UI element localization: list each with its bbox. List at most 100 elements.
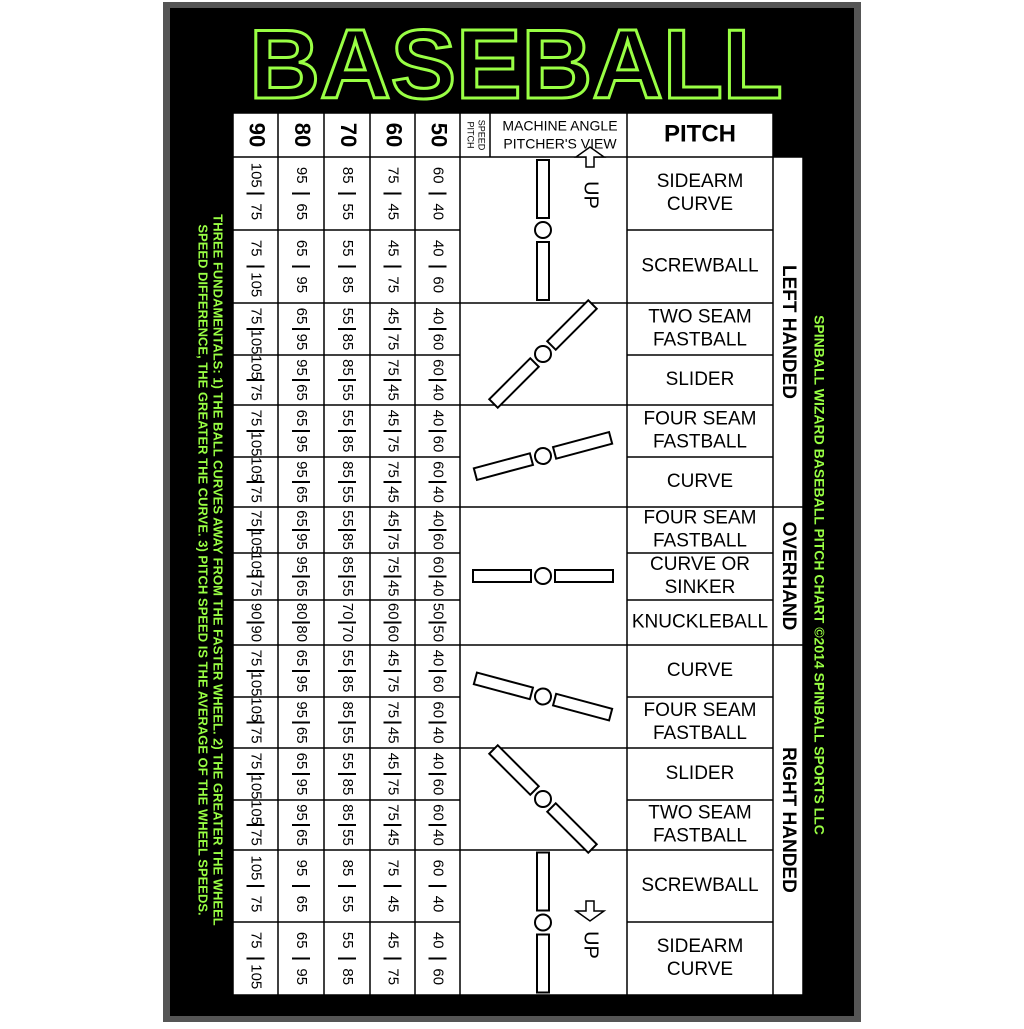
wheel-speed: 65 <box>293 932 310 949</box>
wheel-speed: 50 <box>430 603 447 620</box>
wheel <box>472 671 535 701</box>
up-arrow <box>573 146 607 168</box>
wheel-speed: 105 <box>248 671 265 696</box>
wheel-speed: 55 <box>339 932 356 949</box>
wheel-speed: 60 <box>430 804 447 821</box>
up-label: UP <box>580 931 602 959</box>
wheel <box>554 569 614 583</box>
wheel-speed: 55 <box>339 896 356 913</box>
wheel <box>487 356 541 410</box>
wheel-icon <box>487 298 599 410</box>
speed-header: 80 <box>290 123 315 147</box>
wheel-speed: 60 <box>430 533 447 550</box>
wheel-speed: 95 <box>293 533 310 550</box>
wheel-speed: 85 <box>339 167 356 184</box>
wheel-speed: 55 <box>339 753 356 770</box>
wheel <box>551 692 614 722</box>
wheel-speed: 105 <box>248 431 265 456</box>
wheel-speed: 105 <box>248 272 265 297</box>
wheel-speed: 105 <box>248 697 265 722</box>
up-arrow <box>573 900 607 922</box>
speed-header: 60 <box>382 123 407 147</box>
pitch-name: FOUR SEAM <box>644 409 757 430</box>
wheel-speed: 85 <box>339 779 356 796</box>
wheel-speed: 85 <box>339 701 356 718</box>
group-label: OVERHAND <box>778 522 799 631</box>
wheel <box>472 452 535 482</box>
wheel-speed: 80 <box>293 625 310 642</box>
wheel-speed: 45 <box>385 753 402 770</box>
credit: SPINBALL WIZARD BASEBALL PITCH CHART ©20… <box>811 315 827 835</box>
wheel-speed: 60 <box>385 603 402 620</box>
wheel-speed: 40 <box>430 896 447 913</box>
group-label: RIGHT HANDED <box>778 747 799 893</box>
wheel-speed: 85 <box>339 334 356 351</box>
wheel-speed: 105 <box>248 800 265 825</box>
pitch-name: KNUCKLEBALL <box>632 612 768 633</box>
wheel-speed: 95 <box>293 804 310 821</box>
pitch-name: SCREWBALL <box>641 875 758 896</box>
wheel-speed: 65 <box>293 753 310 770</box>
wheel-speed: 105 <box>248 329 265 354</box>
pitch-name: TWO SEAM <box>648 307 751 328</box>
wheel <box>551 430 614 460</box>
wheel-speed: 45 <box>385 727 402 744</box>
wheel-speed: 55 <box>339 203 356 220</box>
wheel-speed: 40 <box>430 510 447 527</box>
wheel-speed: 75 <box>248 486 265 503</box>
wheel-icon <box>472 671 614 722</box>
wheel-speed: 60 <box>430 167 447 184</box>
pitch-name: FASTBALL <box>653 826 747 847</box>
wheel-speed: 105 <box>248 855 265 880</box>
wheel-speed: 75 <box>248 240 265 257</box>
wheel <box>487 743 541 797</box>
wheel-speed: 60 <box>430 968 447 985</box>
speed-header: 70 <box>336 123 361 147</box>
table-bg <box>233 113 773 995</box>
pitch-name: FASTBALL <box>653 723 747 744</box>
wheel-icon <box>472 430 614 482</box>
wheel-speed: 45 <box>385 203 402 220</box>
wheel-speed: 65 <box>293 650 310 667</box>
wheel-speed: 75 <box>385 167 402 184</box>
title: BASEBALL <box>249 9 783 119</box>
wheel-speed: 85 <box>339 804 356 821</box>
wheel-speed: 55 <box>339 727 356 744</box>
ball <box>534 790 552 808</box>
wheel-speed: 65 <box>293 829 310 846</box>
wheel-speed: 85 <box>339 533 356 550</box>
pitch-name: SLIDER <box>666 369 735 390</box>
wheel-speed: 105 <box>248 529 265 554</box>
wheel-speed: 45 <box>385 240 402 257</box>
wheel-speed: 55 <box>339 650 356 667</box>
group-label: LEFT HANDED <box>778 265 799 399</box>
wheel-speed: 75 <box>385 436 402 453</box>
speed-label: SPEED <box>477 120 487 151</box>
wheel-speed: 60 <box>430 779 447 796</box>
wheel-icon <box>534 851 552 994</box>
wheel-speed: 60 <box>430 334 447 351</box>
wheel-speed: 95 <box>293 860 310 877</box>
wheel-speed: 75 <box>248 308 265 325</box>
wheel-speed: 75 <box>248 896 265 913</box>
wheel-speed: 45 <box>385 410 402 427</box>
wheel-speed: 105 <box>248 355 265 380</box>
wheel-speed: 45 <box>385 308 402 325</box>
wheel-speed: 55 <box>339 384 356 401</box>
wheel-speed: 65 <box>293 384 310 401</box>
wheel-speed: 40 <box>430 384 447 401</box>
wheel <box>536 241 550 301</box>
wheel-speed: 75 <box>385 804 402 821</box>
speed-header: 90 <box>245 123 270 147</box>
wheel-speed: 85 <box>339 436 356 453</box>
wheel-speed: 75 <box>385 701 402 718</box>
wheel-speed: 40 <box>430 308 447 325</box>
wheel-speed: 40 <box>430 650 447 667</box>
wheel-speed: 40 <box>430 580 447 597</box>
pitch-name: CURVE <box>667 194 733 215</box>
wheel-speed: 65 <box>293 486 310 503</box>
wheel-speed: 65 <box>293 240 310 257</box>
wheel-speed: 70 <box>339 625 356 642</box>
wheel-speed: 85 <box>339 556 356 573</box>
wheel-speed: 90 <box>248 603 265 620</box>
